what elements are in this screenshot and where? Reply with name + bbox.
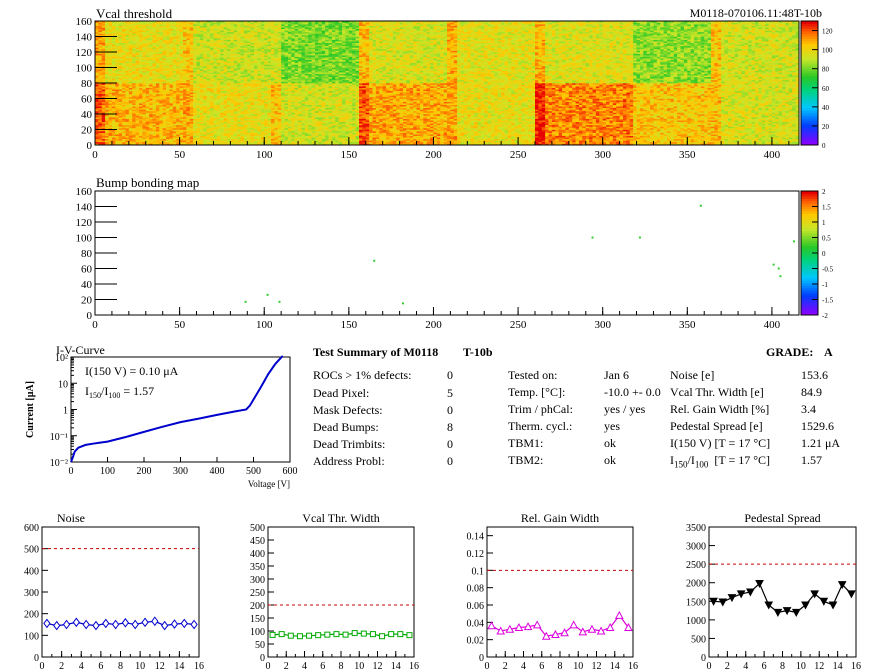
vcal-map-cells [95, 21, 799, 145]
module-id-label: M0118-070106.11:48T-10b [690, 6, 822, 20]
vcal-map-title: Vcal threshold [96, 6, 173, 21]
